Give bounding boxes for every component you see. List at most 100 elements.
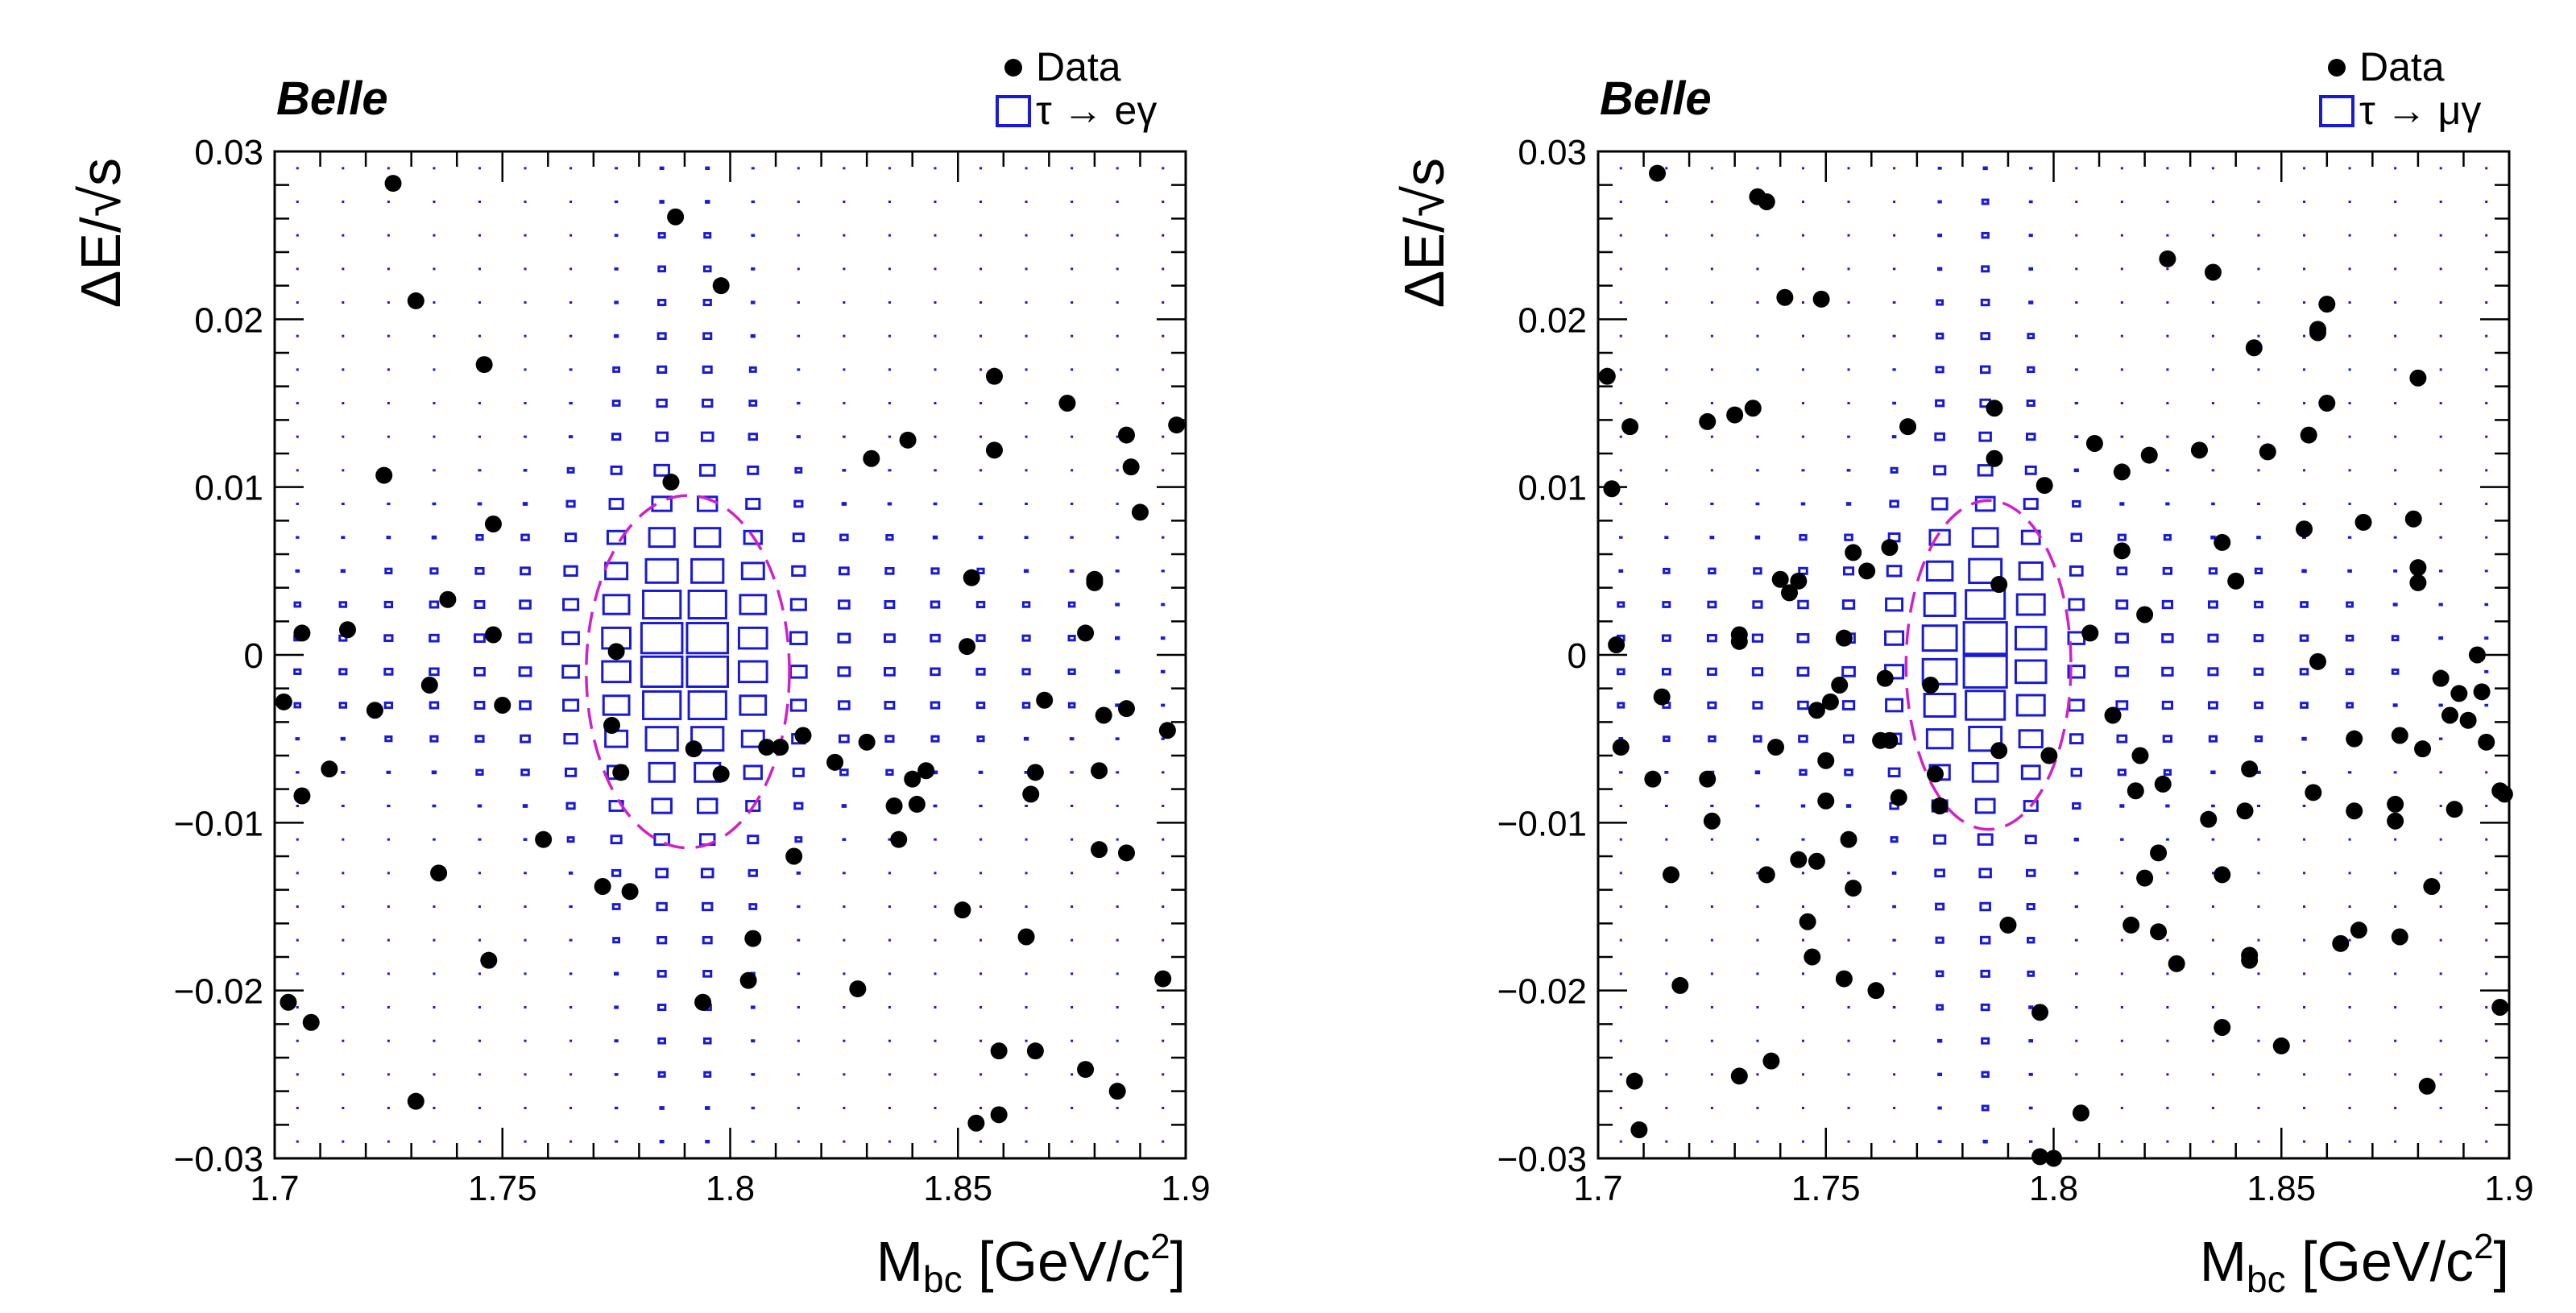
signal-bin [565,499,576,508]
signal-bin [1978,431,1992,442]
signal-bin [659,1139,665,1144]
data-point [494,697,511,714]
signal-bin [1796,666,1810,677]
signal-bin [524,368,527,371]
signal-bin [611,868,622,877]
signal-bin [478,234,481,237]
signal-bin [1981,1071,1990,1079]
signal-bin [433,905,436,908]
y-tick-label: 0.03 [194,133,263,172]
signal-bin [1665,167,1668,170]
signal-bin [433,368,436,371]
signal-bin [342,435,345,438]
signal-bin [296,905,299,908]
signal-bin [789,631,808,645]
data-point [1017,928,1035,946]
signal-bin [1619,905,1622,908]
signal-bin [2020,764,2041,781]
data-point [2318,296,2336,313]
signal-bin [518,632,532,644]
data-point [2468,646,2486,664]
signal-bin [1968,725,2003,752]
y-axis-title: ΔE/√s [69,158,132,308]
signal-bin [1801,267,1804,271]
signal-bin [1710,301,1713,304]
y-tick-label: −0.03 [174,1140,263,1179]
signal-bin [2207,667,2219,677]
signal-bin [1116,234,1119,237]
signal-bin [2439,469,2442,472]
signal-bin [562,698,580,712]
signal-bin [2439,301,2442,304]
signal-bin [2166,1140,2169,1143]
signal-bin [569,1140,573,1143]
signal-bin [1801,872,1805,875]
signal-mc-histogram [1616,166,2489,1144]
signal-bin [1981,198,1990,205]
signal-bin [1115,570,1120,573]
signal-bin [1892,301,1896,304]
signal-bin [2207,600,2218,609]
data-point [1831,677,1849,694]
signal-bin [1071,872,1074,875]
signal-bin [2256,804,2261,808]
signal-bin [979,1107,983,1109]
signal-bin [2211,502,2215,506]
signal-bin [975,634,986,643]
signal-bin [1801,301,1804,304]
signal-bin [608,498,624,510]
signal-bin [342,469,345,472]
signal-bin [474,735,485,743]
signal-bin [1841,599,1856,610]
signal-bin [2348,1107,2351,1109]
signal-bin [1936,267,1943,271]
signal-bin [433,938,436,942]
signal-bin [2439,167,2442,170]
signal-bin [1162,503,1165,505]
signal-bin [2257,872,2260,875]
signal-bin [610,835,623,845]
signal-bin [523,838,528,841]
signal-bin [1162,368,1165,371]
signal-bin [888,469,892,472]
signal-bin [1025,805,1028,807]
signal-bin [524,435,527,438]
signal-bin [478,872,482,875]
signal-bin [644,726,679,752]
signal-bin [477,804,482,808]
signal-bin [934,469,937,472]
signal-bin [1071,234,1074,237]
signal-bin [478,1039,481,1042]
signal-bin [737,660,768,684]
data-point [2414,740,2432,758]
signal-bin [431,770,437,775]
signal-bin [789,665,808,679]
signal-bin [792,532,805,543]
signal-bin [433,469,436,472]
signal-bin [2394,167,2397,170]
signal-bin [2069,565,2084,577]
signal-bin [1979,365,1991,375]
signal-bin [748,400,758,407]
signal-bin [387,167,390,170]
data-point [1840,830,1857,848]
signal-bin [1665,838,1668,841]
data-point [849,980,867,998]
signal-bin [1892,938,1896,942]
experiment-label: Belle [1600,72,1712,125]
signal-bin [930,701,941,710]
signal-bin [296,267,299,271]
signal-bin [1937,1140,1942,1143]
signal-bin [2485,905,2488,908]
signal-bin [1892,905,1896,909]
signal-bin [888,301,891,304]
signal-bin [433,1039,436,1042]
signal-bin [604,561,629,581]
signal-bin [933,804,938,808]
signal-bin [1847,402,1850,404]
x-axis: 1.7 1.75 1.8 1.85 1.9 [1573,151,2534,1208]
signal-bin [841,502,847,506]
data-point [826,753,844,771]
data-point [2214,866,2231,884]
signal-bin [2207,633,2219,643]
